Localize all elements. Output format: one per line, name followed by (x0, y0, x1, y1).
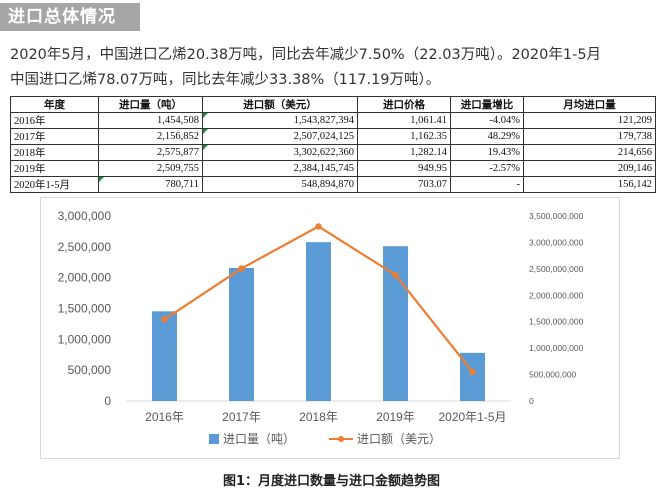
table-cell-volume: 2,575,877 (98, 144, 203, 161)
x-tick-label: 2016年 (145, 410, 184, 424)
table-cell-monthly-avg: 214,656 (523, 144, 656, 161)
y-right-tick-label: 0 (529, 396, 534, 406)
bar-import-volume (229, 267, 254, 401)
table-cell-price: 1,061.41 (357, 112, 451, 129)
table-row: 2020年1-5月 780,711 548,894,870 703.07 - 1… (10, 176, 656, 193)
table-cell-year: 2017年 (10, 128, 99, 145)
legend-label-volume: 进口量（吨） (223, 432, 295, 446)
x-tick-label: 2020年1-5月 (438, 410, 506, 424)
figure-caption: 图1：月度进口数量与进口金额趋势图 (222, 474, 441, 489)
bar-import-volume (306, 242, 331, 401)
table-cell-year: 2016年 (10, 112, 99, 129)
col-header-year: 年度 (10, 96, 99, 113)
col-header-price: 进口价格 (357, 96, 451, 113)
y-left-tick-label: 3,000,000 (58, 209, 112, 223)
table-cell-value: 1,543,827,394 (202, 112, 358, 129)
y-left-tick-label: 0 (104, 394, 111, 408)
table-cell-volume: 780,711 (98, 176, 203, 193)
y-right-tick-label: 1,500,000,000 (529, 317, 584, 327)
table-cell-price: 949.95 (357, 160, 451, 177)
intro-line-2: 中国进口乙烯78.07万吨，同比去年减少33.38%（117.19万吨）。 (10, 72, 441, 88)
x-tick-label: 2019年 (376, 410, 415, 424)
col-header-monthly-avg: 月均进口量 (523, 96, 656, 113)
y-left-tick-label: 500,000 (68, 363, 112, 377)
table-cell-price: 1,282.14 (357, 144, 451, 161)
table-cell-growth: - (450, 176, 524, 193)
legend-swatch-volume (209, 434, 219, 444)
chart-canvas: 0 500,000 1,000,000 1,500,000 2,000,000 2,500… (58, 209, 584, 446)
table-cell-price: 1,162.35 (357, 128, 451, 145)
table-row: 2016年 1,454,508 1,543,827,394 1,061.41 -… (10, 112, 656, 129)
y-right-tick-label: 2,000,000,000 (529, 290, 584, 300)
table-cell-year: 2018年 (10, 144, 99, 161)
table-header-row: 年度 进口量（吨） 进口额（美元） 进口价格 进口量增比 月均进口量 (10, 96, 656, 113)
table-row: 2018年 2,575,877 3,302,622,360 1,282.14 1… (10, 144, 656, 161)
section-title: 进口总体情况 (0, 3, 140, 31)
table-cell-value: 2,507,024,125 (202, 128, 358, 145)
table-cell-year: 2020年1-5月 (10, 176, 99, 193)
table-cell-value: 3,302,622,360 (202, 144, 358, 161)
y-right-tick-label: 500,000,000 (529, 370, 577, 380)
table-cell-monthly-avg: 179,738 (523, 128, 656, 145)
table-row: 2017年 2,156,852 2,507,024,125 1,162.35 4… (10, 128, 656, 145)
table-cell-price: 703.07 (357, 176, 451, 193)
import-summary-table: 年度 进口量（吨） 进口额（美元） 进口价格 进口量增比 月均进口量 2016年… (10, 96, 656, 193)
point-import-value (161, 316, 168, 323)
point-import-value (238, 265, 245, 272)
table-cell-monthly-avg: 209,146 (523, 160, 656, 177)
intro-paragraph: 2020年5月，中国进口乙烯20.38万吨，同比去年减少7.50%（22.03万… (10, 43, 660, 93)
table-row: 2019年 2,509,755 2,384,145,745 949.95 -2.… (10, 160, 656, 177)
table-cell-year: 2019年 (10, 160, 99, 177)
legend-label-value: 进口额（美元） (357, 432, 441, 446)
table-cell-volume: 2,509,755 (98, 160, 203, 177)
x-tick-label: 2018年 (299, 410, 338, 424)
table-cell-growth: 19.43% (450, 144, 524, 161)
table-cell-volume: 1,454,508 (98, 112, 203, 129)
table-cell-growth: -4.04% (450, 112, 524, 129)
y-right-tick-label: 2,500,000,000 (529, 264, 584, 274)
table-cell-value: 2,384,145,745 (202, 160, 358, 177)
table-cell-growth: -2.57% (450, 160, 524, 177)
col-header-value: 进口额（美元） (202, 96, 358, 113)
legend-marker-value (338, 436, 344, 442)
y-left-tick-label: 2,000,000 (58, 271, 112, 285)
point-import-value (469, 368, 476, 376)
bar-import-volume (152, 311, 177, 401)
table-cell-volume: 2,156,852 (98, 128, 203, 145)
import-trend-chart: 0 500,000 1,000,000 1,500,000 2,000,000 2,500… (40, 197, 620, 459)
point-import-value (315, 223, 322, 230)
table-cell-value: 548,894,870 (202, 176, 358, 193)
table-cell-growth: 48.29% (450, 128, 524, 145)
x-tick-label: 2017年 (222, 410, 261, 424)
point-import-value (392, 271, 399, 279)
y-left-tick-label: 1,000,000 (58, 332, 112, 346)
intro-line-1: 2020年5月，中国进口乙烯20.38万吨，同比去年减少7.50%（22.03万… (10, 47, 602, 63)
table-cell-monthly-avg: 156,142 (523, 176, 656, 193)
y-right-tick-label: 3,500,000,000 (529, 211, 584, 221)
col-header-growth: 进口量增比 (450, 96, 524, 113)
y-right-tick-label: 1,000,000,000 (529, 343, 584, 353)
y-left-tick-label: 2,500,000 (58, 240, 112, 254)
col-header-volume: 进口量（吨） (98, 96, 203, 113)
y-right-tick-label: 3,000,000,000 (529, 237, 584, 247)
table-cell-monthly-avg: 121,209 (523, 112, 656, 129)
y-left-tick-label: 1,500,000 (58, 302, 112, 316)
